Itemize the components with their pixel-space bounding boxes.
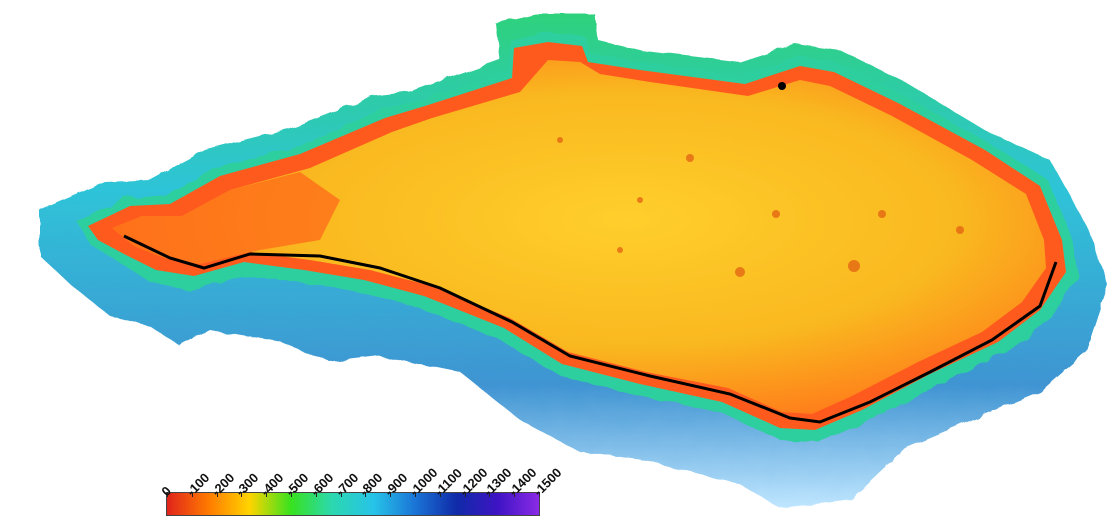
plateau-top — [112, 60, 1046, 414]
colorbar-tick-mark — [514, 492, 515, 497]
colorbar — [166, 492, 540, 516]
colorbar-tick-mark — [241, 492, 242, 497]
colorbar-tick-mark — [539, 492, 540, 497]
colorbar-tick-mark — [217, 492, 218, 497]
colorbar-tick-mark — [489, 492, 490, 497]
colorbar-tick-mark — [167, 492, 168, 497]
shelf-break-line — [123, 234, 1058, 424]
colorbar-tick-mark — [365, 492, 366, 497]
colorbar-tick-mark — [440, 492, 441, 497]
seafloor-features — [557, 137, 964, 277]
western-lobe — [112, 172, 340, 264]
colorbar-tick-mark — [465, 492, 466, 497]
colorbar-tick-mark — [192, 492, 193, 497]
colorbar-tick-mark — [390, 492, 391, 497]
colorbar-tick-mark — [415, 492, 416, 497]
colorbar-tick-mark — [341, 492, 342, 497]
crater-feature — [778, 82, 786, 90]
colorbar-tick-mark — [291, 492, 292, 497]
colorbar-tick-mark — [316, 492, 317, 497]
colorbar-tick-mark — [266, 492, 267, 497]
depth-legend: 0 -100 -200 -300 -400 -500 -600 -700 -800 -900 -10… — [158, 424, 565, 520]
